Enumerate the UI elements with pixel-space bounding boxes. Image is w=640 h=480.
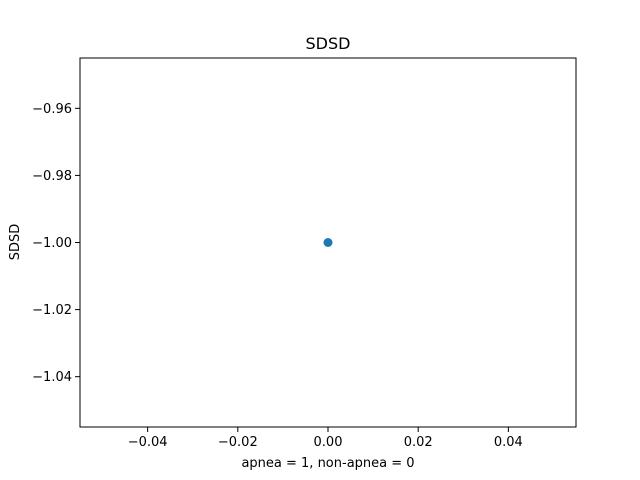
x-axis-label: apnea = 1, non-apnea = 0 [241,456,414,471]
data-point [323,238,333,247]
y-tick-label: −1.04 [32,370,72,385]
x-tick-label: 0.04 [494,435,523,450]
y-tick-label: −0.98 [32,169,72,184]
x-tick-label: −0.02 [218,435,258,450]
chart-title: SDSD [306,34,351,53]
y-tick-label: −1.00 [32,236,72,251]
y-tick-label: −1.02 [32,303,72,318]
y-tick-label: −0.96 [32,102,72,117]
x-tick-label: 0.00 [314,435,343,450]
y-axis-label: SDSD [8,224,23,261]
y-axis-ticks: −0.96 −0.98 −1.00 −1.02 −1.04 [32,102,80,385]
data-points [323,238,333,247]
plot-area-frame [79,57,577,428]
x-tick-label: −0.04 [128,435,168,450]
x-axis-ticks: −0.04 −0.02 0.00 0.02 0.04 [128,427,523,450]
x-tick-label: 0.02 [404,435,433,450]
